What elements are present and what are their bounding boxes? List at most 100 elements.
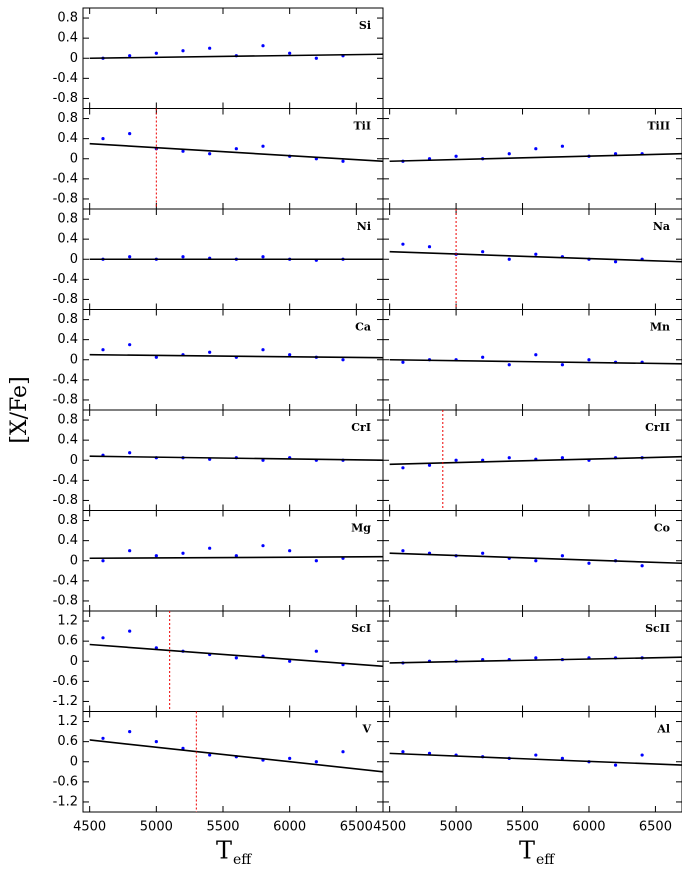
point — [234, 147, 238, 151]
point — [288, 549, 292, 553]
panel-frame — [382, 510, 682, 612]
point — [128, 629, 132, 633]
point — [401, 750, 405, 754]
panel-label: Na — [653, 220, 670, 233]
x-axis-label-sub: eff — [536, 852, 555, 868]
point — [341, 358, 345, 362]
y-tick-label: -0.4 — [53, 573, 78, 588]
point — [613, 152, 618, 156]
y-tick-label: 0 — [70, 352, 78, 367]
y-tick-label: 0.8 — [57, 111, 78, 126]
point — [208, 46, 212, 50]
point — [314, 559, 318, 563]
y-tick-label: 0 — [70, 654, 78, 669]
point — [613, 260, 618, 264]
y-tick-label: 1.2 — [57, 614, 78, 629]
x-tick-label: 5500 — [206, 820, 239, 835]
point — [261, 544, 265, 548]
fit-line — [89, 643, 384, 668]
point — [507, 456, 511, 460]
y-tick-label: 0.4 — [57, 332, 78, 347]
point — [481, 250, 485, 254]
point — [181, 746, 185, 750]
panel-frame — [382, 610, 682, 712]
y-tick-label: 0.4 — [57, 131, 78, 146]
point — [128, 549, 132, 553]
point — [128, 255, 132, 259]
x-axis-label: T — [216, 837, 232, 865]
fit-line — [389, 656, 682, 664]
point — [560, 554, 565, 558]
point — [507, 257, 511, 261]
panel-label: Co — [654, 522, 670, 535]
point — [288, 659, 292, 663]
point — [128, 343, 132, 347]
panel-frame — [82, 309, 384, 411]
point — [261, 144, 265, 148]
fit-line — [389, 250, 682, 263]
point — [613, 763, 618, 767]
point — [401, 360, 405, 364]
point — [640, 753, 644, 757]
point — [560, 756, 565, 761]
fit-line — [389, 552, 682, 565]
point — [560, 363, 565, 367]
y-tick-label: -0.4 — [53, 372, 78, 387]
y-tick-label: 0.6 — [57, 734, 78, 749]
panel-label: Mn — [650, 321, 670, 334]
y-tick-label: -0.8 — [53, 191, 78, 206]
x-tick-label: 5000 — [140, 820, 173, 835]
point — [101, 736, 105, 740]
point — [534, 252, 538, 256]
point — [587, 358, 591, 362]
y-tick-label: 0.8 — [57, 212, 78, 227]
fit-line — [89, 353, 384, 359]
y-tick-label: 0.8 — [57, 413, 78, 428]
x-axis-label-sub: eff — [233, 852, 252, 868]
y-tick-label: 0 — [70, 252, 78, 267]
point — [234, 554, 238, 558]
y-tick-label: -0.6 — [53, 774, 78, 789]
point — [181, 255, 185, 259]
point — [481, 551, 485, 555]
y-tick-label: 0.8 — [57, 312, 78, 327]
point — [261, 348, 265, 352]
y-tick-label: 0.4 — [57, 433, 78, 448]
y-axis-label: [X/Fe] — [7, 376, 32, 443]
panel-frame — [382, 208, 682, 310]
panel-label: CrII — [645, 421, 670, 434]
point — [314, 649, 318, 653]
y-tick-label: -0.4 — [53, 473, 78, 488]
y-tick-label: -0.8 — [53, 292, 78, 307]
point — [288, 51, 292, 55]
panel-label: ScI — [351, 622, 371, 635]
point — [261, 458, 265, 462]
point — [427, 245, 432, 249]
point — [154, 51, 158, 55]
point — [128, 132, 132, 136]
panel-label: V — [361, 723, 371, 736]
y-tick-label: 1.2 — [57, 714, 78, 729]
y-tick-label: 0.8 — [57, 513, 78, 528]
panel-label: TiII — [647, 120, 670, 133]
y-tick-label: 0.4 — [57, 31, 78, 46]
point — [288, 353, 292, 357]
x-tick-label: 5500 — [506, 820, 539, 835]
panel-frame — [82, 711, 384, 813]
point — [341, 159, 345, 163]
point — [481, 458, 485, 462]
point — [208, 546, 212, 550]
y-tick-label: 0 — [70, 151, 78, 166]
fit-line — [89, 53, 384, 60]
fit-line — [89, 555, 384, 560]
point — [534, 656, 538, 660]
panel-label: TiI — [353, 120, 371, 133]
point — [234, 656, 238, 660]
point — [181, 551, 185, 555]
point — [208, 350, 212, 354]
point — [481, 355, 485, 359]
fit-line — [89, 455, 384, 462]
panel-frame — [82, 610, 384, 712]
y-tick-label: -0.4 — [53, 272, 78, 287]
